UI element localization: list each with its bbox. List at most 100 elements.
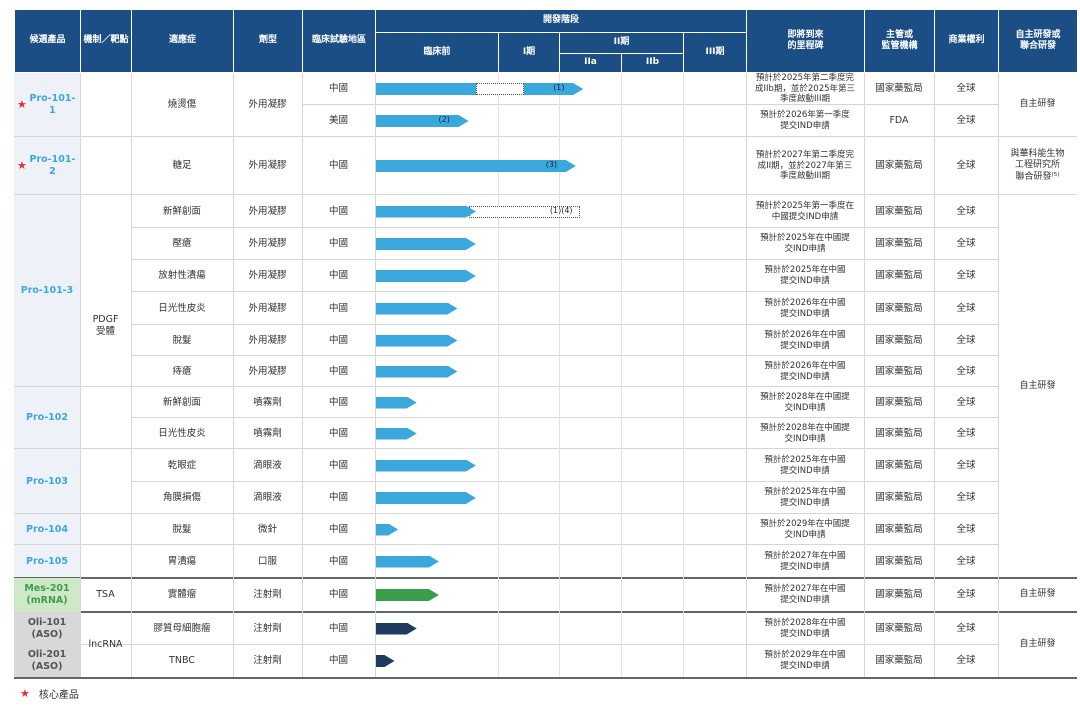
region-cell: 中國 — [328, 523, 348, 535]
formulation-cell: 注射劑 — [253, 589, 282, 601]
phase2b-header: IIb — [622, 54, 683, 72]
indication-cell: 新鮮創面 — [162, 205, 201, 217]
product-pro-102: Pro-102 — [14, 387, 80, 449]
regulator-cell: 國家藥監局 — [875, 238, 923, 250]
phase2-header: II期 — [560, 33, 683, 53]
indication-cell: 角膜損傷 — [162, 492, 201, 504]
partner-cell: 自主研發 — [1019, 380, 1056, 391]
indication-cell: 放射性潰瘍 — [158, 270, 206, 282]
row-divider — [14, 136, 1077, 137]
rights-cell: 全球 — [956, 365, 976, 377]
region-cell: 中國 — [328, 334, 348, 346]
rights-cell: 全球 — [956, 589, 976, 601]
row-divider — [14, 577, 1077, 579]
progress-bar — [376, 206, 476, 218]
regulator-cell: 國家藥監局 — [875, 492, 923, 504]
rights-cell: 全球 — [956, 238, 976, 250]
formulation-cell: 外用凝膠 — [248, 238, 287, 250]
rights-header: 商業權利 — [935, 10, 998, 72]
formulation-cell: 外用凝膠 — [248, 99, 287, 111]
column-divider — [131, 73, 132, 677]
regulator-cell: 國家藥監局 — [875, 589, 923, 601]
region-cell: 中國 — [328, 492, 348, 504]
milestone-cell: 預計於2025年在中國提 交IND申請 — [760, 233, 850, 254]
core-star-icon: ★ — [17, 98, 27, 112]
mechanism-cell: lncRNA — [88, 638, 123, 650]
rights-cell: 全球 — [956, 492, 976, 504]
region-cell: 中國 — [328, 270, 348, 282]
indication-cell: 胃潰瘍 — [167, 555, 197, 567]
regulator-cell: 國家藥監局 — [875, 365, 923, 377]
indication-cell: 壓瘡 — [172, 238, 192, 250]
milestone-cell: 預計於2025年在中國 提交IND申請 — [764, 265, 846, 286]
formulation-cell: 注射劑 — [253, 655, 282, 667]
phase3-header: III期 — [684, 33, 746, 72]
milestone-cell: 預計於2027年在中國 提交IND申請 — [764, 584, 846, 605]
milestone-cell: 預計於2026年在中國 提交IND申請 — [764, 297, 846, 319]
phase-divider — [621, 73, 622, 677]
formulation-cell: 外用凝膠 — [248, 334, 287, 346]
regulator-cell: 國家藥監局 — [875, 396, 923, 408]
product-name: Mes-201 (mRNA) — [24, 583, 70, 606]
product-pro-103: Pro-103 — [14, 449, 80, 514]
milestone-cell: 預計於2028年在中國 提交IND申請 — [764, 617, 846, 639]
progress-bar — [376, 524, 398, 536]
product-name: Oli-101 (ASO) — [27, 616, 67, 640]
region-cell: 中國 — [328, 83, 348, 95]
regulator-cell: 國家藥監局 — [875, 655, 923, 667]
progress-bar — [376, 270, 476, 282]
rights-cell: 全球 — [956, 459, 976, 471]
indication-cell: 實體瘤 — [167, 589, 197, 601]
formulation-header: 劑型 — [234, 10, 302, 72]
legend: ★ 核心產品 — [20, 686, 79, 701]
rights-cell: 全球 — [956, 555, 976, 567]
column-divider — [80, 73, 81, 677]
indication-cell: 膠質母細胞瘤 — [153, 622, 211, 634]
product-name: Pro-101-3 — [20, 285, 74, 297]
milestone-cell: 預計於2028年在中國提 交IND申請 — [760, 391, 850, 413]
milestone-cell: 預計於2028年在中國提 交IND申請 — [760, 422, 850, 444]
formulation-cell: 注射劑 — [253, 622, 282, 634]
formulation-cell: 微針 — [257, 523, 277, 535]
row-divider — [14, 513, 998, 514]
milestone-header: 即將到來 的里程碑 — [747, 10, 864, 72]
progress-bar-segment — [524, 83, 583, 95]
row-divider — [14, 194, 1077, 195]
indication-cell: 乾眼症 — [167, 459, 197, 471]
rights-cell: 全球 — [956, 655, 976, 667]
regulator-cell: 國家藥監局 — [875, 523, 923, 535]
row-divider — [302, 104, 998, 105]
milestone-cell: 預計於2025年在中國 提交IND申請 — [764, 454, 846, 476]
region-cell: 中國 — [328, 396, 348, 408]
row-divider — [14, 644, 998, 645]
milestone-cell: 預計於2025年在中國 提交IND申請 — [764, 487, 846, 508]
formulation-cell: 滴眼液 — [253, 459, 282, 471]
rights-cell: 全球 — [956, 302, 976, 314]
progress-bar — [376, 160, 576, 172]
indication-cell: 日光性皮炎 — [158, 302, 206, 314]
region-cell: 中國 — [328, 302, 348, 314]
mechanism-cell: PDGF 受體 — [92, 313, 119, 337]
product-name: Pro-105 — [26, 555, 68, 567]
partner-cell: 自主研發 — [1019, 638, 1056, 649]
region-cell: 中國 — [328, 238, 348, 250]
core-product-star-icon: ★ — [20, 687, 30, 700]
row-divider — [131, 227, 998, 228]
row-divider — [131, 355, 998, 356]
formulation-cell: 外用凝膠 — [248, 270, 287, 282]
progress-bar — [376, 115, 469, 127]
regulator-header: 主管或 監管機構 — [865, 10, 934, 72]
rights-cell: 全球 — [956, 270, 976, 282]
milestone-cell: 預計於2029年在中國 提交IND申請 — [764, 650, 846, 671]
indication-header: 適應症 — [132, 10, 233, 72]
regulator-cell: 國家藥監局 — [875, 334, 923, 346]
region-cell: 中國 — [328, 555, 348, 567]
column-divider — [375, 73, 376, 677]
milestone-cell: 預計於2026年在中國 提交IND申請 — [764, 329, 846, 351]
indication-cell: TNBC — [169, 655, 195, 667]
region-cell: 中國 — [328, 365, 348, 377]
progress-bar — [376, 428, 417, 440]
partner-cell: 與華科能生物 工程研究所 聯合研發⁽⁵⁾ — [1010, 149, 1065, 182]
regulator-cell: 國家藥監局 — [875, 427, 923, 439]
